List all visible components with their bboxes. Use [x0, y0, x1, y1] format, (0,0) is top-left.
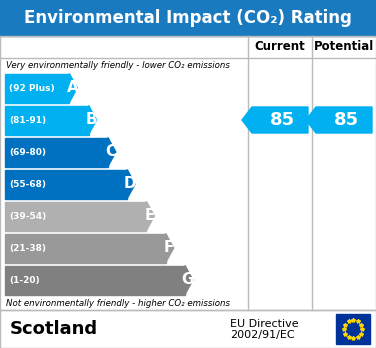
- Polygon shape: [242, 107, 308, 133]
- Bar: [5, 234, 166, 262]
- Text: Current: Current: [255, 40, 305, 54]
- Polygon shape: [185, 266, 193, 294]
- Bar: [336, 314, 370, 344]
- Text: 85: 85: [334, 111, 359, 129]
- Bar: [5, 201, 146, 230]
- Polygon shape: [89, 105, 97, 134]
- Bar: [5, 169, 127, 198]
- Text: (21-38): (21-38): [9, 244, 46, 253]
- Bar: [5, 266, 185, 294]
- Bar: [5, 73, 69, 103]
- Polygon shape: [306, 107, 372, 133]
- Text: Environmental Impact (CO₂) Rating: Environmental Impact (CO₂) Rating: [24, 9, 352, 27]
- Text: C: C: [105, 144, 117, 159]
- Text: 2002/91/EC: 2002/91/EC: [230, 330, 295, 340]
- Text: Potential: Potential: [314, 40, 374, 54]
- Bar: [5, 137, 108, 166]
- Text: (92 Plus): (92 Plus): [9, 84, 55, 93]
- Text: (69-80): (69-80): [9, 148, 46, 157]
- Polygon shape: [166, 234, 174, 262]
- Text: (39-54): (39-54): [9, 212, 46, 221]
- Text: 85: 85: [270, 111, 295, 129]
- Bar: [0, 0, 376, 36]
- Bar: [0, 310, 376, 348]
- Text: A: A: [67, 80, 78, 95]
- Polygon shape: [127, 169, 135, 198]
- Text: Not environmentally friendly - higher CO₂ emissions: Not environmentally friendly - higher CO…: [6, 299, 230, 308]
- Polygon shape: [108, 137, 116, 166]
- Bar: [0, 36, 376, 310]
- Text: E: E: [144, 208, 155, 223]
- Text: G: G: [182, 272, 194, 287]
- Text: EU Directive: EU Directive: [230, 319, 299, 329]
- Polygon shape: [146, 201, 155, 230]
- Text: F: F: [164, 240, 174, 255]
- Text: (1-20): (1-20): [9, 276, 39, 285]
- Bar: [5, 105, 89, 134]
- Polygon shape: [69, 73, 77, 103]
- Text: (81-91): (81-91): [9, 116, 46, 125]
- Text: Very environmentally friendly - lower CO₂ emissions: Very environmentally friendly - lower CO…: [6, 61, 230, 70]
- Text: Scotland: Scotland: [10, 320, 98, 338]
- Text: B: B: [86, 112, 97, 127]
- Text: (55-68): (55-68): [9, 180, 46, 189]
- Text: D: D: [124, 176, 136, 191]
